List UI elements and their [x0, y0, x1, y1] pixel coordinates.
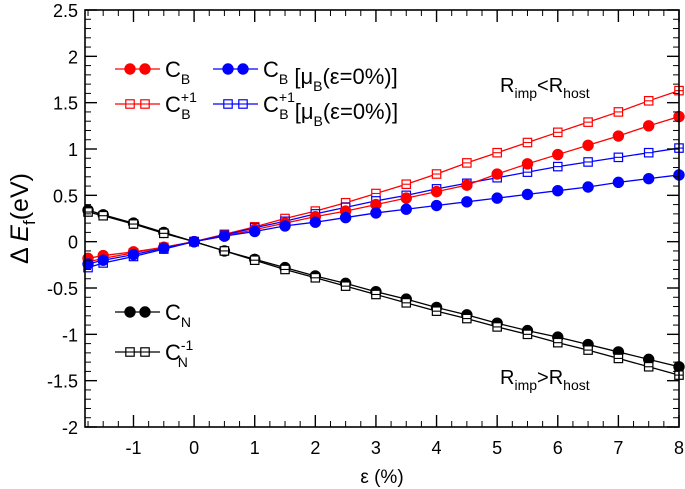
- data-point: [491, 192, 503, 204]
- y-tick-label: -1: [62, 325, 78, 345]
- legend-marker-right: [139, 63, 151, 75]
- data-point: [461, 196, 473, 208]
- legend-marker-left: [222, 63, 234, 75]
- data-point: [552, 185, 564, 197]
- legend-marker-right: [237, 63, 249, 75]
- data-point: [521, 158, 534, 170]
- y-tick-label: 0: [68, 233, 78, 253]
- ticks-layer: -1 0 1 2 3 4 5 6 7 8 -2 -1.5 -1 -0.5 0 0.5 1 1.5 2 2.5: [47, 1, 684, 458]
- data-point: [430, 185, 443, 198]
- x-tick-label: -1: [125, 438, 141, 458]
- legend-marker-right: [139, 306, 151, 318]
- x-tick-label: 1: [250, 438, 260, 458]
- series-layer: [82, 85, 685, 380]
- data-point: [461, 179, 473, 191]
- data-point: [642, 172, 655, 185]
- y-tick-label: 1: [68, 140, 78, 160]
- data-point: [158, 242, 170, 254]
- legend-label: C-1 N: [165, 337, 194, 370]
- legend-entry: CB: [115, 57, 190, 87]
- y-axis-label: Δ Ef(eV): [6, 173, 39, 264]
- series-cb: [82, 110, 685, 265]
- x-tick-label: 2: [310, 438, 320, 458]
- legend-label: CB: [165, 57, 190, 87]
- data-point: [370, 207, 382, 219]
- plot-frame: [84, 9, 680, 428]
- data-point: [491, 168, 503, 180]
- legend-label: CN: [165, 300, 191, 330]
- legend-entry: CB [μB(ε=0%)]: [213, 57, 398, 94]
- data-point: [97, 254, 109, 266]
- annotation-rimp-lt-rhost: Rimp<Rhost: [500, 75, 590, 101]
- x-tick-label: 6: [553, 438, 563, 458]
- y-tick-label: 0.5: [53, 186, 78, 206]
- series-cb-fixed-mu: [82, 169, 685, 270]
- y-tick-label: 1.5: [53, 94, 78, 114]
- x-tick-label: 5: [492, 438, 502, 458]
- data-point: [309, 216, 322, 228]
- data-point: [642, 120, 655, 132]
- data-point: [188, 235, 200, 248]
- data-point: [521, 188, 534, 201]
- y-tick-label: -1.5: [47, 372, 78, 392]
- data-point: [339, 211, 352, 224]
- y-tick-label: 2.5: [53, 1, 78, 21]
- annotations: Rimp<Rhost Rimp>Rhost: [500, 75, 590, 393]
- series-cb-1-fixed-mu: [83, 143, 684, 273]
- data-point: [612, 176, 625, 189]
- data-point: [218, 230, 231, 242]
- legend-label: C+1 B: [165, 89, 197, 122]
- x-tick-label: 0: [189, 438, 199, 458]
- annotation-rimp-gt-rhost: Rimp>Rhost: [500, 367, 590, 393]
- y-tick-label: -2: [62, 418, 78, 438]
- data-point: [400, 203, 412, 215]
- x-tick-label: 8: [674, 438, 684, 458]
- data-point: [430, 199, 443, 212]
- x-tick-label: 3: [371, 438, 381, 458]
- legend-label: CB [μB(ε=0%)]: [263, 57, 398, 94]
- x-tick-label: 7: [613, 438, 623, 458]
- x-tick-label: 4: [432, 438, 442, 458]
- data-point: [612, 130, 625, 142]
- data-point: [249, 225, 261, 238]
- y-tick-label: -0.5: [47, 279, 78, 299]
- data-point: [279, 220, 291, 232]
- legend-marker-left: [124, 63, 136, 75]
- data-point: [552, 148, 564, 161]
- legend-label: C+1 B [μB(ε=0%)]: [263, 89, 398, 129]
- data-point: [127, 248, 140, 261]
- legend-entry: C+1 B: [115, 89, 197, 122]
- data-point: [582, 181, 594, 193]
- legend-marker-left: [124, 306, 136, 318]
- legend-entry: C-1 N: [115, 337, 194, 370]
- legend-entry: C+1 B [μB(ε=0%)]: [213, 89, 398, 129]
- y-tick-label: 2: [68, 47, 78, 67]
- data-point: [582, 139, 594, 151]
- x-axis-label: ε (%): [360, 467, 403, 488]
- data-point: [400, 192, 412, 204]
- legend: CB CB [μB(ε=0%)] C+1 B C+1 B [μB(ε=0%)] CN C-1 N: [115, 57, 398, 370]
- legend-entry: CN: [115, 300, 191, 330]
